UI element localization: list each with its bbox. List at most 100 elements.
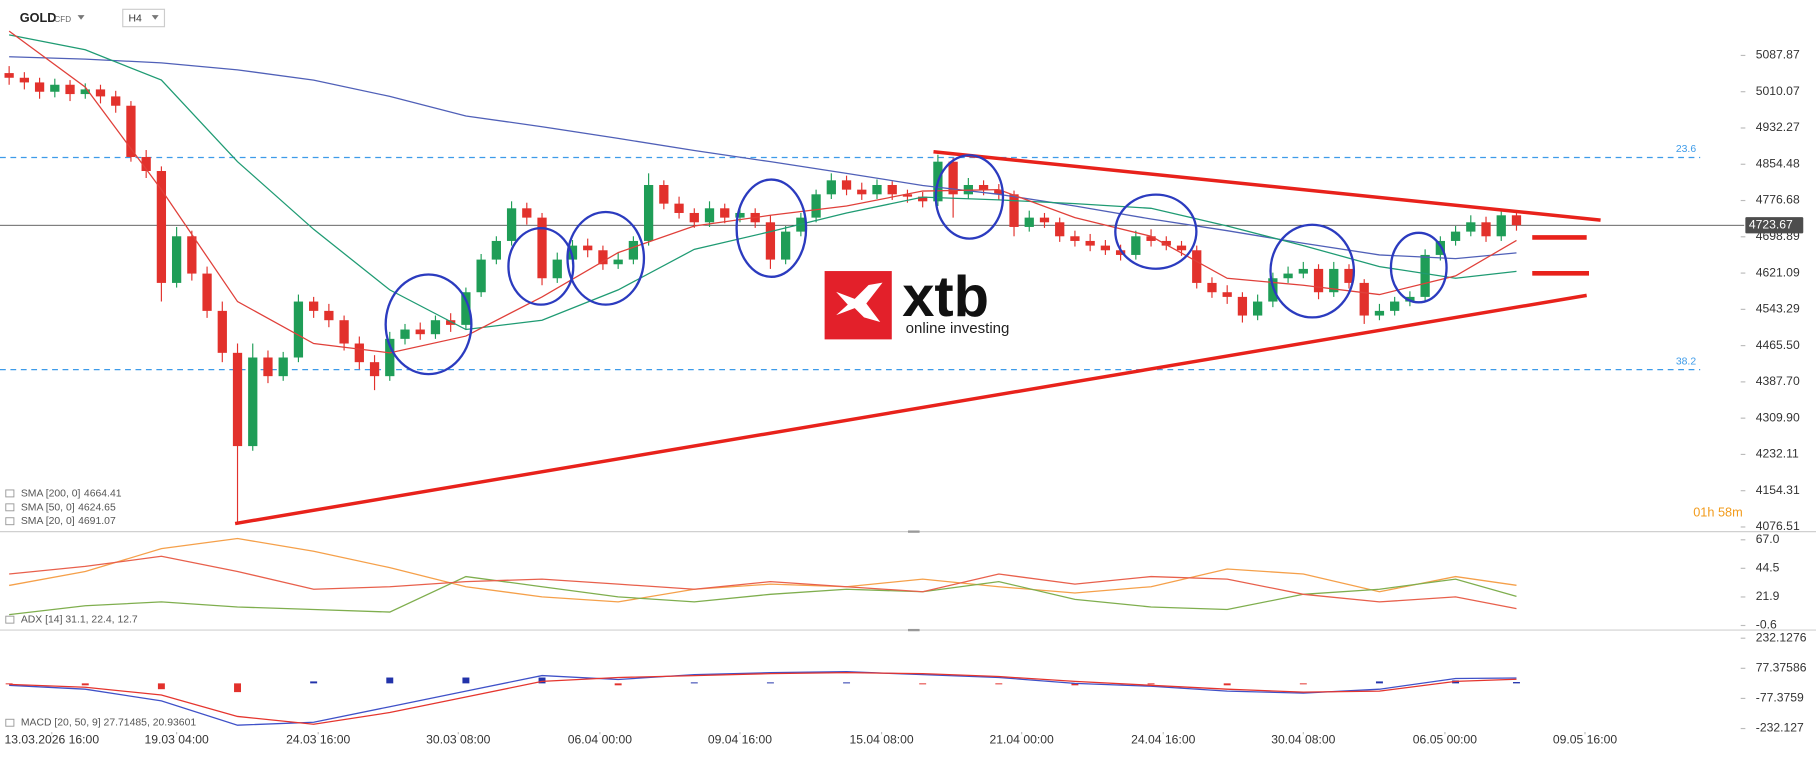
- candle-body: [248, 357, 258, 447]
- timeframe-dropdown[interactable]: [151, 15, 159, 20]
- candle-body: [111, 96, 121, 106]
- last-price-box: [1745, 217, 1804, 234]
- histogram-bar: [81, 683, 89, 686]
- y-tick-label: 67.0: [1756, 532, 1780, 546]
- candle-body: [1329, 268, 1339, 293]
- candle-body: [385, 338, 395, 377]
- y-tick-label: 4387.70: [1756, 374, 1800, 388]
- candle-body: [461, 292, 471, 325]
- candle-body: [293, 301, 304, 358]
- highlight-circle: [566, 210, 646, 306]
- trendline-lower: [234, 293, 1587, 526]
- candle-body: [171, 236, 182, 283]
- candle-body: [19, 77, 29, 83]
- candle-body: [1390, 301, 1400, 311]
- highlight-circle: [1389, 231, 1448, 304]
- candle-body: [628, 240, 639, 260]
- indicator-line: [9, 555, 1517, 610]
- legend-name: SMA [200, 0]: [21, 488, 81, 499]
- legend-icon: [5, 489, 15, 498]
- candle-body: [1192, 250, 1202, 283]
- legend-value: 4691.07: [78, 516, 116, 527]
- candle-body: [1283, 273, 1293, 279]
- candle-body: [522, 208, 532, 218]
- candle-body: [1176, 245, 1187, 251]
- candle-body: [1481, 222, 1491, 237]
- y-tick-label: 5010.07: [1756, 84, 1800, 98]
- candle-body: [1039, 217, 1050, 223]
- logo-brand: xtb: [902, 265, 989, 329]
- candle-body: [4, 73, 14, 78]
- candle-body: [1298, 268, 1308, 274]
- candle-body: [1466, 222, 1476, 232]
- candle-body: [1344, 268, 1354, 283]
- candle-body: [354, 343, 364, 363]
- panel-handle[interactable]: [908, 530, 920, 533]
- x-tick-label: 30.04 08:00: [1271, 732, 1335, 746]
- y-tick-label: 4776.68: [1756, 193, 1800, 207]
- candle-body: [994, 189, 1004, 195]
- candle-body: [1359, 282, 1369, 316]
- indicator-line: [9, 672, 1517, 725]
- candle-body: [1374, 310, 1385, 316]
- symbol-dropdown[interactable]: [77, 15, 85, 20]
- candle-body: [1313, 268, 1324, 293]
- fibonacci-label: 23.6: [1676, 144, 1696, 155]
- x-tick-label: 15.04 08:00: [849, 732, 913, 746]
- histogram-bar: [1299, 683, 1307, 685]
- candle-body: [1131, 236, 1141, 255]
- y-tick-label: 4154.31: [1756, 483, 1800, 497]
- candle-body: [1511, 215, 1522, 226]
- candle-body: [765, 222, 776, 260]
- histogram-bar: [843, 682, 851, 684]
- x-tick-label: 09.05 16:00: [1553, 732, 1617, 746]
- histogram-bar: [1223, 683, 1231, 686]
- timeframe[interactable]: H4: [129, 13, 143, 24]
- indicator-line: [9, 34, 1517, 331]
- legend-value: 4624.65: [78, 502, 116, 513]
- x-tick-label: 30.03 08:00: [426, 732, 490, 746]
- candle-body: [369, 362, 380, 377]
- x-tick-label: 06.04 00:00: [568, 732, 632, 746]
- legend-icon: [5, 718, 15, 727]
- indicator-line: [9, 575, 1517, 616]
- candle-body: [80, 89, 90, 95]
- y-tick-label: -77.3759: [1756, 691, 1804, 705]
- candle-body: [506, 208, 517, 241]
- histogram-bar: [386, 677, 394, 684]
- candle-body: [339, 320, 349, 344]
- histogram-bar: [310, 681, 318, 684]
- x-tick-label: 09.04 16:00: [708, 732, 772, 746]
- candle-body: [491, 240, 501, 260]
- legend-name: SMA [20, 0]: [21, 516, 75, 527]
- candle-body: [202, 273, 212, 311]
- highlight-circle: [507, 227, 575, 306]
- candle-body: [156, 171, 167, 283]
- y-tick-label: 4543.29: [1756, 302, 1800, 316]
- highlight-circle: [384, 273, 473, 376]
- y-tick-label: 232.1276: [1756, 630, 1807, 644]
- highlight-circle: [934, 154, 1005, 240]
- candle-body: [567, 245, 578, 260]
- y-tick-label: 21.9: [1756, 589, 1780, 603]
- symbol[interactable]: GOLD: [20, 10, 57, 25]
- candle-body: [918, 196, 928, 202]
- panel-handle[interactable]: [908, 628, 920, 632]
- countdown-timer: 01h 58m: [1693, 504, 1743, 519]
- candle-body: [400, 329, 410, 339]
- toolbar: GOLD CFD H4: [20, 8, 166, 28]
- y-tick-label: 77.37586: [1756, 661, 1807, 675]
- timeframe-box[interactable]: [122, 8, 166, 28]
- histogram-bar: [157, 683, 165, 690]
- histogram-bar: [5, 683, 13, 685]
- candle-body: [552, 259, 562, 279]
- candle-body: [1207, 282, 1217, 293]
- histogram-bar: [234, 683, 241, 693]
- candle-body: [1070, 236, 1080, 241]
- candle-body: [643, 184, 654, 241]
- candle-body: [126, 105, 136, 158]
- legend-icon: [5, 615, 15, 624]
- highlight-circle: [1114, 193, 1198, 270]
- fibonacci-label: 38.2: [1676, 356, 1696, 367]
- legend-icon: [5, 517, 15, 526]
